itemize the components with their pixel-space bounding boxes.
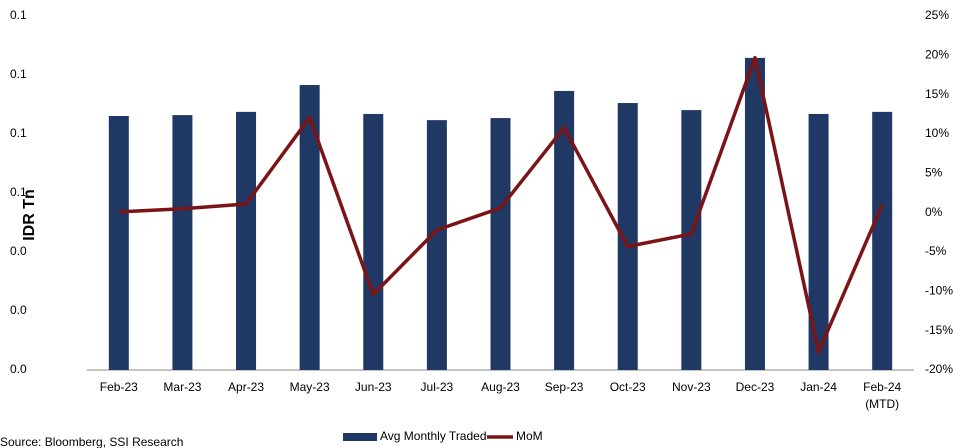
bar [681, 110, 702, 370]
x-tick-label: Jul-23 [421, 380, 454, 394]
y-tick-label: 0.0 [10, 244, 27, 258]
bar [172, 115, 193, 371]
y2-tick-label: 0% [925, 205, 943, 219]
x-tick-label: Aug-23 [481, 380, 520, 394]
x-tick-label: Mar-23 [163, 380, 201, 394]
y-tick-label: 0.1 [10, 185, 27, 199]
x-tick-label: Dec-23 [736, 380, 775, 394]
x-tick-label: Nov-23 [672, 380, 711, 394]
x-tick-label: Feb-23 [100, 380, 138, 394]
y2-tick-label: 15% [925, 87, 949, 101]
legend-swatch [343, 433, 377, 441]
bar [872, 111, 893, 370]
x-tick-label: Jun-23 [355, 380, 392, 394]
bar [617, 103, 638, 371]
line [118, 55, 884, 354]
x-tick-label: Sep-23 [545, 380, 584, 394]
y2-tick-label: -10% [925, 284, 953, 298]
y2-tick-label: 20% [925, 48, 949, 62]
y-tick-label: 0.0 [10, 303, 27, 317]
y2-tick-label: 5% [925, 166, 943, 180]
y2-tick-label: 25% [925, 8, 949, 22]
y2-tick-label: -5% [925, 244, 947, 258]
source-note: Source: Bloomberg, SSI Research [0, 435, 183, 448]
x-tick-label: Feb-24 (MTD) [863, 380, 901, 411]
x-tick-label: Jan-24 [800, 380, 837, 394]
x-tick-label: Apr-23 [228, 380, 264, 394]
bar [363, 113, 384, 370]
bar [490, 118, 511, 370]
x-tick-label: May-23 [290, 380, 330, 394]
y2-tick-label: 10% [925, 126, 949, 140]
bar [554, 90, 575, 371]
y-tick-label: 0.1 [10, 126, 27, 140]
legend-label: MoM [516, 429, 543, 443]
bar [808, 113, 829, 370]
bar [426, 120, 447, 370]
y-tick-label: 0.0 [10, 362, 27, 376]
bar [299, 85, 320, 370]
y-axis-label: IDR Tn [21, 189, 38, 241]
y2-tick-label: -15% [925, 323, 953, 337]
y-tick-label: 0.1 [10, 67, 27, 81]
bar [744, 57, 765, 370]
bar [236, 111, 257, 370]
x-tick-label: Oct-23 [610, 380, 646, 394]
bar [108, 116, 129, 370]
y2-tick-label: -20% [925, 362, 953, 376]
y-tick-label: 0.1 [10, 8, 27, 22]
legend-label: Avg Monthly Traded [380, 429, 487, 443]
